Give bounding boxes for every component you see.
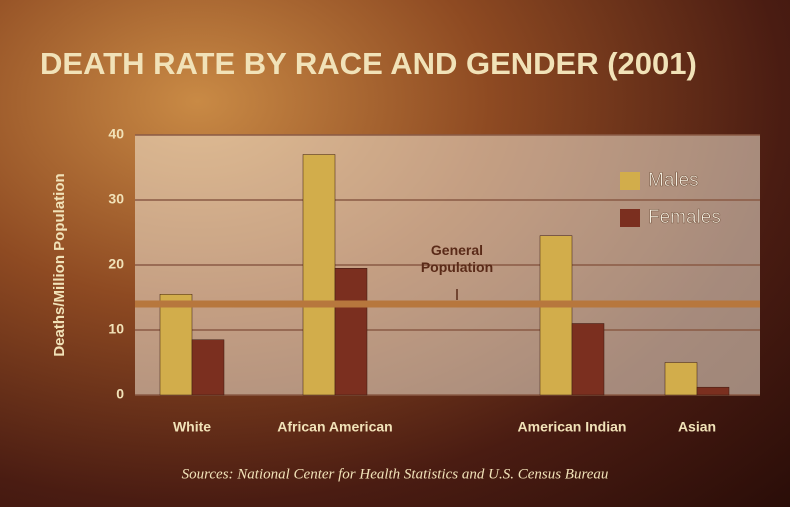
legend-swatch <box>620 209 640 227</box>
y-tick-label: 20 <box>108 256 124 272</box>
source-note: Sources: National Center for Health Stat… <box>182 466 609 482</box>
x-tick-label: White <box>173 419 211 435</box>
reference-line <box>135 300 760 308</box>
legend-label: Males <box>648 170 699 191</box>
bar <box>696 386 730 396</box>
bar <box>571 323 605 396</box>
bar <box>334 268 368 396</box>
bar <box>664 362 698 396</box>
bar <box>191 339 225 396</box>
legend-label: Females <box>648 207 721 228</box>
x-tick-label: American Indian <box>518 419 627 435</box>
y-tick-label: 0 <box>116 386 124 402</box>
y-tick-label: 10 <box>108 321 124 337</box>
legend-swatch <box>620 172 640 190</box>
bar <box>159 294 193 396</box>
y-tick-label: 30 <box>108 191 124 207</box>
x-tick-label: African American <box>277 419 392 435</box>
bar <box>302 154 336 396</box>
x-tick-label: Asian <box>678 419 716 435</box>
reference-label: General Population <box>420 242 494 275</box>
y-tick-label: 40 <box>108 126 124 142</box>
chart-title: DEATH RATE BY RACE AND GENDER (2001) <box>40 46 697 81</box>
y-axis-label: Deaths/Million Population <box>51 173 68 356</box>
bar <box>539 235 573 396</box>
